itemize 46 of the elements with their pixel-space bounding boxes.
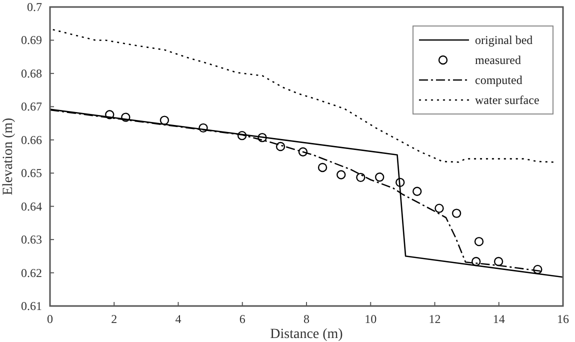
x-tick-label: 6 bbox=[239, 312, 246, 326]
legend-label: measured bbox=[475, 53, 521, 67]
x-tick-label: 12 bbox=[428, 312, 441, 326]
legend-label: water surface bbox=[475, 93, 540, 107]
y-tick-label: 0.63 bbox=[21, 232, 42, 247]
y-tick-label: 0.7 bbox=[27, 0, 42, 14]
y-tick-label: 0.61 bbox=[21, 299, 42, 313]
x-tick-label: 4 bbox=[175, 312, 182, 326]
x-tick-label: 0 bbox=[47, 312, 53, 326]
point bbox=[336, 170, 346, 180]
point bbox=[318, 162, 328, 172]
point bbox=[472, 256, 481, 266]
y-tick-label: 0.66 bbox=[21, 132, 42, 147]
point bbox=[356, 172, 366, 182]
y-tick-label: 0.69 bbox=[21, 33, 42, 48]
point bbox=[121, 112, 130, 122]
x-tick-label: 2 bbox=[111, 312, 118, 326]
y-tick-label: 0.62 bbox=[21, 266, 42, 280]
point bbox=[160, 116, 170, 125]
x-tick-label: 10 bbox=[364, 312, 377, 326]
point bbox=[105, 110, 114, 120]
point bbox=[258, 132, 267, 142]
point bbox=[434, 204, 444, 213]
point bbox=[452, 208, 462, 218]
point bbox=[276, 142, 286, 152]
legend-label: computed bbox=[475, 73, 522, 87]
x-tick-label: 16 bbox=[557, 312, 569, 326]
x-tick-label: 8 bbox=[304, 312, 310, 326]
legend-label: original bed bbox=[475, 33, 533, 47]
line-series bbox=[52, 28, 554, 163]
point bbox=[533, 264, 542, 274]
point bbox=[237, 130, 247, 140]
point bbox=[412, 186, 422, 196]
point bbox=[474, 236, 484, 246]
point bbox=[198, 123, 208, 133]
y-tick-label: 0.67 bbox=[21, 100, 42, 114]
point bbox=[298, 147, 308, 156]
y-tick-label: 0.68 bbox=[21, 66, 42, 80]
point bbox=[396, 178, 405, 188]
y-tick-label: 0.65 bbox=[21, 166, 42, 180]
x-tick-label: 14 bbox=[492, 312, 505, 326]
y-axis-title: Elevation (m) bbox=[1, 117, 16, 196]
x-axis-title: Distance (m) bbox=[270, 327, 344, 342]
y-tick-label: 0.64 bbox=[21, 199, 42, 214]
point bbox=[375, 172, 384, 182]
point bbox=[494, 256, 504, 266]
